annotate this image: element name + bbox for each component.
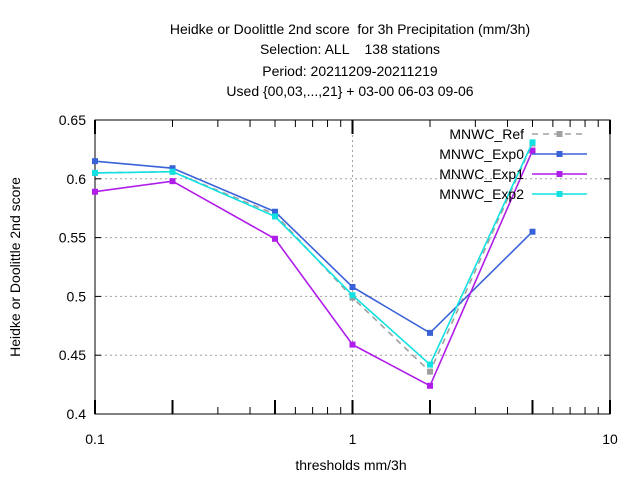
data-point — [349, 292, 356, 299]
y-tick-label: 0.4 — [67, 406, 87, 422]
series-mnwc-exp1 — [92, 147, 536, 389]
chart-title-line-1: Heidke or Doolittle 2nd score for 3h Pre… — [169, 21, 531, 37]
series-layer — [92, 139, 536, 389]
legend-label: MNWC_Exp0 — [439, 146, 524, 162]
data-point — [427, 329, 434, 336]
x-tick-label: 1 — [349, 431, 357, 447]
axis-layer: 0.4 0.45 0.5 0.55 0.6 0.65 0.1 1 10 — [59, 112, 618, 447]
data-point — [92, 158, 98, 165]
legend-label: MNWC_Exp2 — [439, 186, 524, 202]
legend-marker — [556, 191, 563, 197]
series-mnwc-exp0 — [92, 158, 536, 336]
data-point — [427, 361, 434, 368]
legend-label: MNWC_Ref — [449, 126, 524, 142]
data-point — [529, 147, 536, 154]
y-tick-label: 0.45 — [59, 347, 86, 363]
data-point — [169, 165, 176, 172]
legend-label: MNWC_Exp1 — [439, 166, 524, 182]
legend-marker — [556, 131, 563, 137]
data-point — [349, 341, 356, 348]
series-mnwc-exp2 — [92, 139, 536, 368]
x-tick-label: 0.1 — [85, 431, 105, 447]
y-tick-label: 0.55 — [59, 230, 86, 246]
data-point — [529, 139, 536, 146]
x-axis-label: thresholds mm/3h — [295, 457, 406, 473]
series-line — [94, 141, 534, 366]
data-point — [169, 178, 176, 185]
series-line — [94, 150, 534, 387]
data-point — [427, 368, 434, 375]
legend-marker — [556, 171, 563, 177]
data-point — [169, 168, 176, 175]
data-point — [271, 208, 278, 215]
chart-title-line-3: Period: 20211209-20211219 — [262, 63, 438, 79]
data-point — [349, 283, 356, 290]
data-point — [92, 188, 98, 195]
y-axis-label: Heidke or Doolittle 2nd score — [7, 177, 23, 357]
x-tick-label: 10 — [602, 431, 618, 447]
data-point — [529, 228, 536, 235]
data-point — [92, 169, 98, 176]
data-point — [427, 382, 434, 389]
y-tick-label: 0.5 — [67, 288, 87, 304]
legend: MNWC_Ref MNWC_Exp0 MNWC_Exp1 MNWC_Exp2 — [439, 126, 587, 202]
series-line — [94, 160, 534, 334]
chart-title-line-4: Used {00,03,...,21} + 03-00 06-03 09-06 — [226, 83, 474, 99]
grid-layer — [95, 120, 610, 414]
data-point — [271, 235, 278, 242]
legend-marker — [556, 151, 563, 157]
data-point — [271, 213, 278, 220]
y-tick-label: 0.65 — [59, 112, 86, 128]
plot-border — [94, 119, 611, 415]
y-tick-label: 0.6 — [67, 171, 87, 187]
chart-title-line-2: Selection: ALL 138 stations — [259, 41, 441, 57]
